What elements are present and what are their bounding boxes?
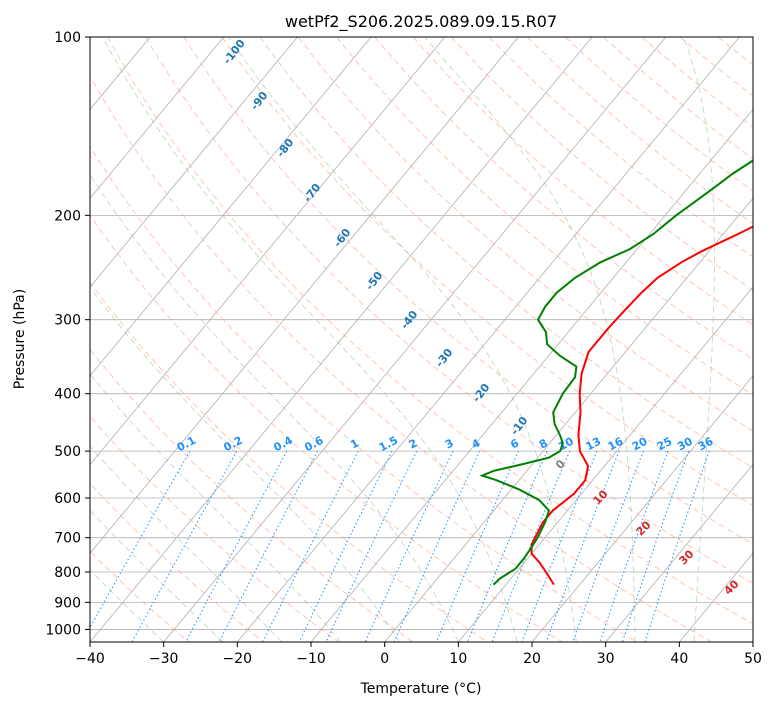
y-tick-label: 800 [54, 565, 81, 581]
background-lines [90, 37, 753, 642]
y-tick-label: 200 [54, 208, 81, 224]
x-axis-title: Temperature (°C) [360, 681, 482, 697]
isotherm-line [90, 37, 298, 288]
isotherm-line [90, 37, 446, 466]
y-axis-title: Pressure (hPa) [12, 289, 28, 389]
moist-adiabat-line [683, 37, 715, 642]
mixing-ratio-label: 20 [630, 435, 650, 454]
dry-adiabat-line [90, 75, 712, 642]
y-tick-label: 300 [54, 313, 81, 329]
dry-adiabat-line [107, 37, 753, 625]
mixing-ratio-line [298, 450, 393, 642]
mixing-ratio-line [621, 450, 690, 642]
mixing-ratio-label: 25 [655, 435, 675, 454]
mixing-ratio-line [185, 450, 288, 642]
isotherm-line [237, 37, 740, 642]
moist-adiabat-line [424, 37, 636, 642]
dry-adiabat-line [90, 145, 638, 642]
dry-adiabat-line [90, 214, 563, 642]
temperature-profile-line [530, 225, 753, 586]
isotherm-line [90, 37, 519, 554]
mixing-ratio-label: 30 [675, 435, 695, 454]
x-tick-label: 50 [744, 651, 762, 667]
x-tick-label: 20 [523, 651, 541, 667]
mixing-ratio-line [644, 450, 710, 642]
mixing-ratio-label: 36 [696, 435, 716, 454]
y-tick-label: 100 [54, 30, 81, 46]
dry-adiabat-line [336, 37, 753, 396]
x-tick-label: −10 [296, 651, 326, 667]
dry-adiabat-line [298, 37, 753, 432]
x-tick-label: −40 [75, 651, 105, 667]
isotherm-line [310, 108, 753, 642]
mixing-ratio-line [467, 450, 548, 642]
dry-adiabat-line [450, 37, 753, 291]
moist-adiabat-line [90, 509, 223, 642]
plot-frame [89, 36, 754, 643]
y-tick-label: 500 [54, 444, 81, 460]
mixing-ratio-line [599, 450, 669, 642]
x-tick-label: 30 [597, 651, 615, 667]
isotherm-line [90, 37, 225, 199]
isotherm-line [90, 37, 593, 642]
x-tick-label: −30 [149, 651, 179, 667]
moist-adiabat-line [90, 373, 341, 642]
dry-adiabat-line [565, 37, 753, 192]
moist-adiabat-line [90, 569, 165, 642]
mixing-ratio-line [435, 450, 519, 642]
mixing-ratio-line [393, 450, 481, 642]
moist-adiabat-line [90, 173, 459, 642]
y-tick-label: 900 [54, 595, 81, 611]
mixing-ratio-line [90, 450, 191, 629]
mixing-ratio-line [364, 450, 454, 642]
mixing-ratio-line [131, 450, 238, 642]
dry-adiabat-line [145, 37, 753, 584]
chart-title: wetPf2_S206.2025.089.09.15.R07 [285, 12, 557, 32]
isotherm-line [458, 286, 753, 642]
profiles [479, 159, 753, 586]
x-tick-label: 40 [670, 651, 688, 667]
moist-adiabat-line [90, 286, 400, 642]
dewpoint-profile-line [479, 159, 753, 586]
isotherm-line [163, 37, 667, 642]
y-tick-label: 600 [54, 491, 81, 507]
x-tick-label: 0 [380, 651, 389, 667]
isotherm-line [531, 375, 753, 642]
x-tick-label: −20 [223, 651, 253, 667]
dry-adiabat-line [374, 37, 753, 361]
y-tick-label: 1000 [45, 622, 81, 638]
mixing-ratio-label: 13 [584, 435, 604, 454]
y-tick-label: 400 [54, 387, 81, 403]
x-tick-label: 10 [449, 651, 467, 667]
isotherm-line [605, 463, 753, 642]
dry-adiabat-line [183, 37, 753, 545]
y-tick-label: 700 [54, 531, 81, 547]
dry-adiabat-line [90, 415, 339, 642]
moist-adiabat-line [228, 37, 577, 642]
axes: −40 −30 −20 −10 0 10 20 30 40 50 100 200 300 400 500 60… [45, 30, 762, 667]
isotherm-line [90, 37, 372, 377]
isotherm-line [384, 197, 753, 642]
dry-adiabat-line [527, 37, 753, 225]
dry-adiabat-line [90, 281, 488, 642]
moist-adiabat-line [102, 37, 518, 642]
mixing-ratio-line [325, 450, 418, 642]
mixing-ratio-label: 16 [606, 435, 626, 454]
